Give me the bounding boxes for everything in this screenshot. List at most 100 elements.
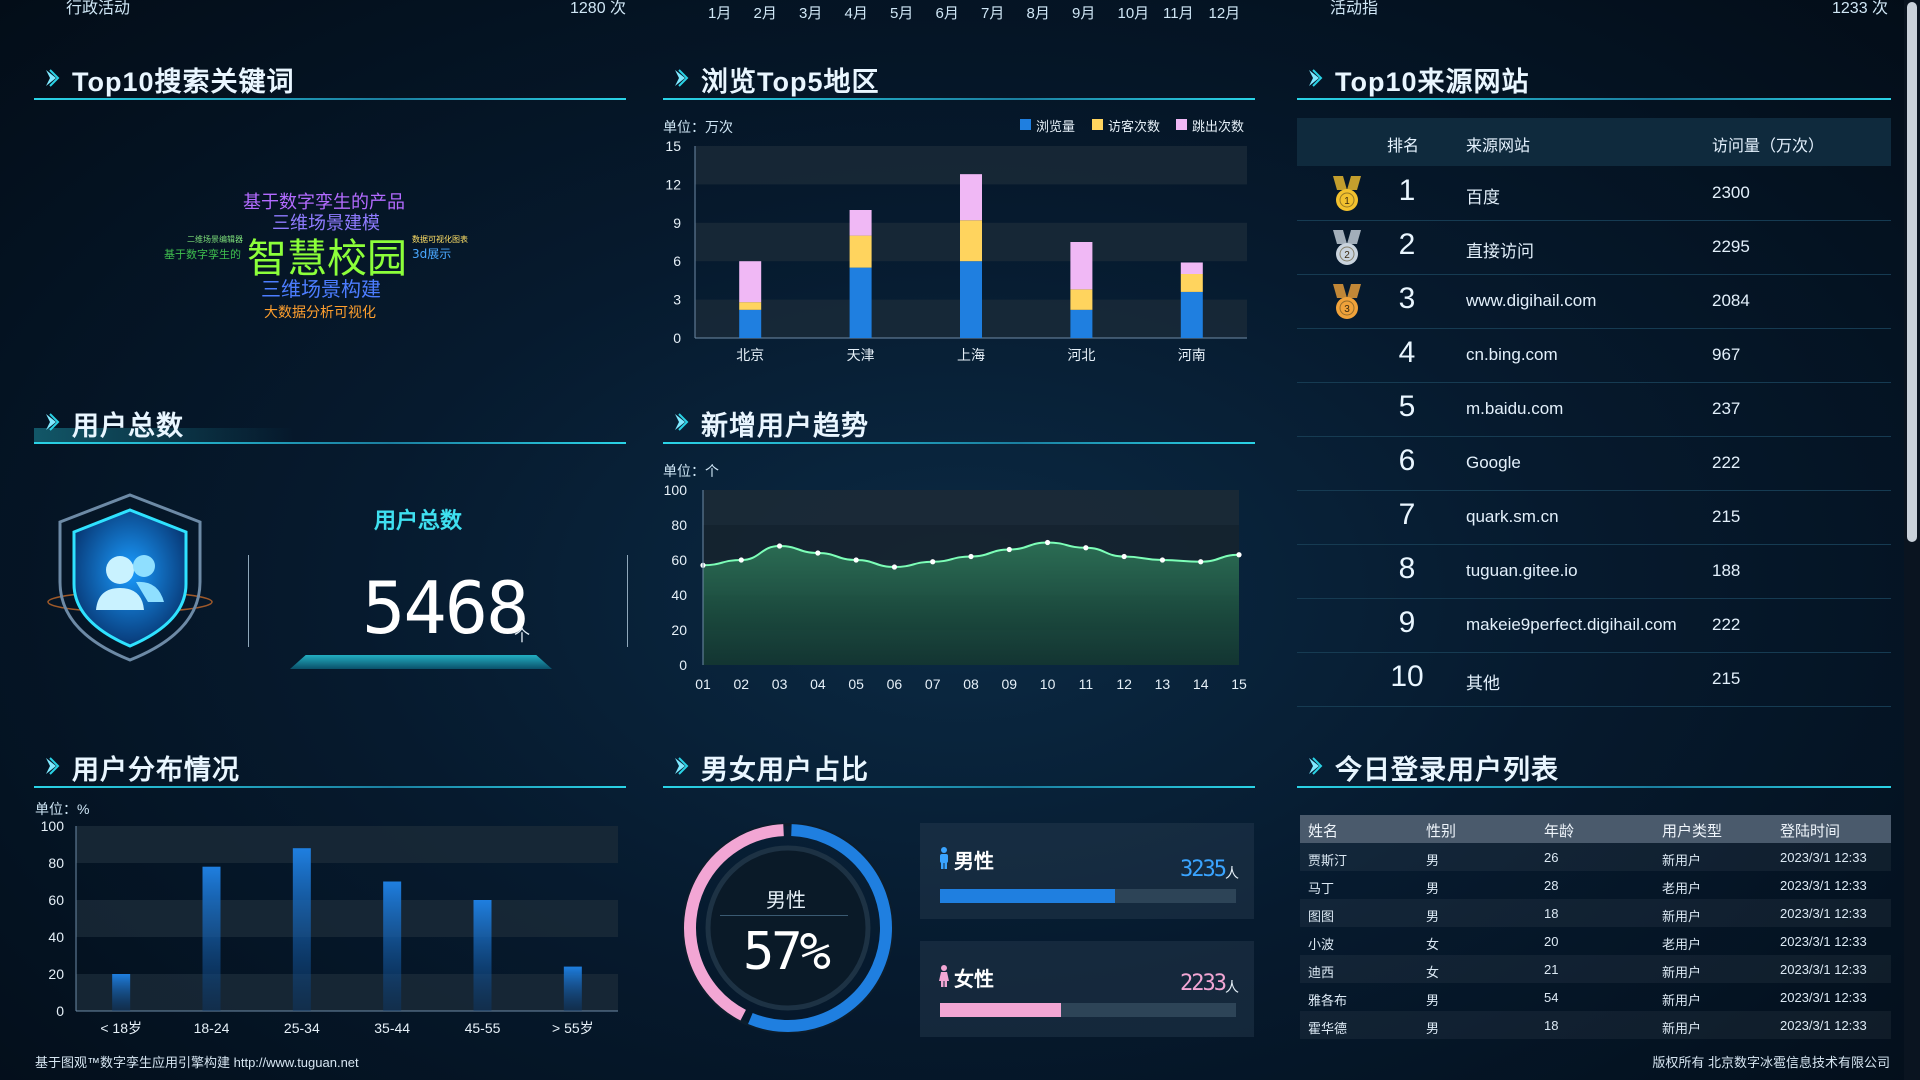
y-tick-label: 9: [673, 215, 681, 231]
table-row[interactable]: 8 tuguan.gitee.io 188: [1297, 544, 1891, 599]
table-cell: 18: [1544, 906, 1559, 921]
table-row[interactable]: 2 2 直接访问 2295: [1297, 220, 1891, 275]
visit-count: 2300: [1712, 183, 1750, 202]
site-name: quark.sm.cn: [1466, 507, 1559, 526]
table-row[interactable]: 1 1 百度 2300: [1297, 166, 1891, 221]
column-header: 姓名: [1308, 823, 1339, 840]
table-cell: 20: [1544, 934, 1559, 949]
column-header: 用户类型: [1662, 823, 1723, 840]
table-cell: 2023/3/1 12:33: [1780, 878, 1867, 893]
month-label: 11月: [1163, 5, 1194, 22]
bar-segment: [960, 261, 982, 338]
x-tick-label: 北京: [736, 347, 764, 363]
table-cell: 新用户: [1662, 965, 1702, 980]
month-axis: 1月 2月 3月 4月 5月 6月 7月 8月 9月 10月 11月 12月: [700, 2, 1260, 22]
data-point: [1198, 559, 1204, 565]
visit-count: 2084: [1712, 291, 1750, 310]
panel-header-users-total: 用户总数: [34, 400, 626, 444]
table-row[interactable]: 图图 男 18 新用户 2023/3/1 12:33: [1300, 899, 1891, 927]
table-cell: 2023/3/1 12:33: [1780, 934, 1867, 949]
donut-female-arc: [684, 824, 892, 1032]
keyword[interactable]: 三维场景建模: [272, 213, 380, 234]
x-tick-label: 13: [1155, 676, 1171, 692]
table-cell: 雅各布: [1308, 993, 1348, 1008]
footer-left: 基于图观™数字孪生应用引擎构建 http://www.tuguan.net: [35, 1055, 359, 1070]
table-row[interactable]: 小波 女 20 老用户 2023/3/1 12:33: [1300, 927, 1891, 955]
chevron-right-icon: [675, 69, 689, 87]
keyword[interactable]: 3d展示: [412, 247, 452, 261]
y-tick-label: 100: [41, 818, 65, 834]
x-tick-label: 15: [1231, 676, 1247, 692]
keyword[interactable]: 基于数字孪生的产品: [243, 192, 405, 213]
table-row[interactable]: 霍华德 男 18 新用户 2023/3/1 12:33: [1300, 1011, 1891, 1039]
medal-icon: 2: [1333, 230, 1361, 265]
svg-text:1: 1: [1344, 196, 1350, 207]
x-tick-label: 12: [1116, 676, 1132, 692]
medal-icon: 3: [1333, 284, 1361, 319]
donut-percent: 57%: [743, 922, 831, 982]
table-cell: 26: [1544, 850, 1559, 865]
table-cell: 2023/3/1 12:33: [1780, 1018, 1867, 1033]
table-row[interactable]: 贾斯汀 男 26 新用户 2023/3/1 12:33: [1300, 843, 1891, 871]
bar-segment: [960, 174, 982, 221]
keyword[interactable]: 三维场景构建: [261, 277, 381, 301]
table-row[interactable]: 9 makeie9perfect.digihail.com 222: [1297, 598, 1891, 653]
area-fill: [703, 542, 1239, 665]
legend-label: 访客次数: [1108, 119, 1161, 134]
chevron-right-icon: [1309, 757, 1323, 775]
table-row[interactable]: 马丁 男 28 老用户 2023/3/1 12:33: [1300, 871, 1891, 899]
table-cell: 霍华德: [1308, 1021, 1348, 1036]
month-label: 12月: [1208, 5, 1241, 22]
column-header: 登陆时间: [1780, 823, 1841, 840]
table-row[interactable]: 5 m.baidu.com 237: [1297, 382, 1891, 437]
table-row[interactable]: 3 3 www.digihail.com 2084: [1297, 274, 1891, 329]
donut-divider: [720, 915, 848, 916]
table-row[interactable]: 10 其他 215: [1297, 652, 1891, 707]
legend-swatch: [1020, 119, 1031, 130]
keyword[interactable]: 大数据分析可视化: [264, 305, 376, 321]
keyword[interactable]: 基于数字孪生的: [164, 248, 241, 261]
panel-header-distribution: 用户分布情况: [34, 744, 626, 788]
column-header: 性别: [1426, 823, 1457, 840]
table-row[interactable]: 6 Google 222: [1297, 436, 1891, 491]
x-tick-label: 02: [733, 676, 749, 692]
x-tick-label: 11: [1079, 676, 1094, 692]
y-tick-label: 40: [671, 587, 687, 603]
table-row[interactable]: 7 quark.sm.cn 215: [1297, 490, 1891, 545]
keyword-wordcloud: 基于数字孪生的产品 三维场景建模 二维场景编辑器 基于数字孪生的 智慧校园 数据…: [150, 180, 510, 330]
regions-legend: 浏览量 访客次数 跳出次数: [1020, 116, 1260, 134]
table-row[interactable]: 迪西 女 21 新用户 2023/3/1 12:33: [1300, 955, 1891, 983]
x-tick-label: 07: [925, 676, 941, 692]
table-row[interactable]: 雅各布 男 54 新用户 2023/3/1 12:33: [1300, 983, 1891, 1011]
page-scrollbar[interactable]: [1904, 0, 1920, 1080]
y-tick-label: 12: [665, 176, 681, 192]
grid-band: [76, 826, 618, 863]
x-tick-label: 09: [1001, 676, 1017, 692]
table-cell: 迪西: [1308, 965, 1335, 980]
keyword[interactable]: 二维场景编辑器: [187, 235, 243, 244]
panel-title: 浏览Top5地区: [701, 67, 880, 97]
new-users-unit: 单位：个: [663, 463, 719, 479]
bar: [473, 900, 492, 1011]
panel-header-gender: 男女用户占比: [663, 744, 1255, 788]
x-tick-label: 35-44: [374, 1020, 410, 1036]
scrollbar-thumb[interactable]: [1907, 2, 1917, 542]
site-name: 百度: [1466, 188, 1500, 207]
male-count: 3235: [1180, 857, 1227, 882]
month-label: 2月: [753, 5, 777, 22]
panel-title: 用户总数: [72, 411, 184, 441]
visit-count: 222: [1712, 453, 1741, 472]
female-progress-fill: [940, 1003, 1062, 1017]
table-row[interactable]: 4 cn.bing.com 967: [1297, 328, 1891, 383]
keyword[interactable]: 智慧校园: [247, 236, 407, 282]
column-header: 年龄: [1544, 823, 1575, 840]
keyword[interactable]: 数据可视化图表: [412, 235, 468, 244]
svg-text:3: 3: [1344, 304, 1350, 315]
data-point: [968, 553, 974, 560]
grid-band: [703, 490, 1239, 525]
bar-segment: [739, 302, 762, 310]
medal-icon: 1: [1333, 176, 1361, 211]
x-tick-label: 03: [772, 676, 788, 692]
bar-segment: [1180, 274, 1203, 292]
bar-segment: [1070, 309, 1093, 338]
